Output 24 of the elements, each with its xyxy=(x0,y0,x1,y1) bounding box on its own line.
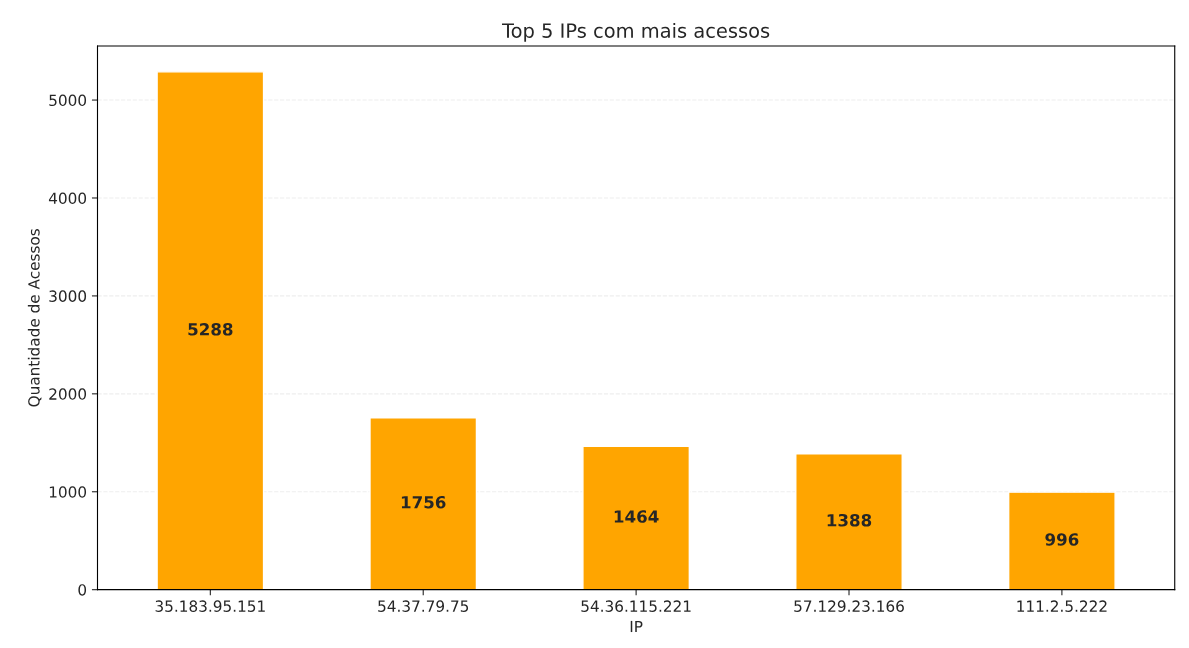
x-tick-label: 54.36.115.221 xyxy=(581,600,691,612)
x-tick-label: 111.2.5.222 xyxy=(1017,600,1107,612)
y-tick-label: 1000 xyxy=(49,486,87,498)
bar xyxy=(582,445,691,590)
data-label: 1388 xyxy=(827,513,872,527)
x-axis-title: IP xyxy=(630,620,643,633)
data-label: 1464 xyxy=(614,510,659,523)
y-tick-label: 0 xyxy=(78,584,87,596)
y-axis-title: Quantidade de Acessos xyxy=(27,229,42,407)
y-tick-label: 5000 xyxy=(49,94,87,107)
x-tick-label: 54.37.79.75 xyxy=(378,600,469,612)
chart-title: Top 5 IPs com mais acessos xyxy=(502,22,770,42)
bar xyxy=(156,71,265,590)
x-tick-label: 35.183.95.151 xyxy=(155,600,265,612)
x-tick-label: 57.129.23.166 xyxy=(794,600,904,612)
y-tick-label: 3000 xyxy=(49,290,87,302)
data-label: 996 xyxy=(1045,533,1079,546)
data-label: 5288 xyxy=(188,323,233,336)
data-label: 1756 xyxy=(401,495,446,509)
bar xyxy=(369,417,478,590)
y-tick-label: 2000 xyxy=(49,388,87,400)
bar xyxy=(1007,491,1116,590)
y-tick-label: 4000 xyxy=(48,192,87,205)
bar xyxy=(795,453,903,590)
